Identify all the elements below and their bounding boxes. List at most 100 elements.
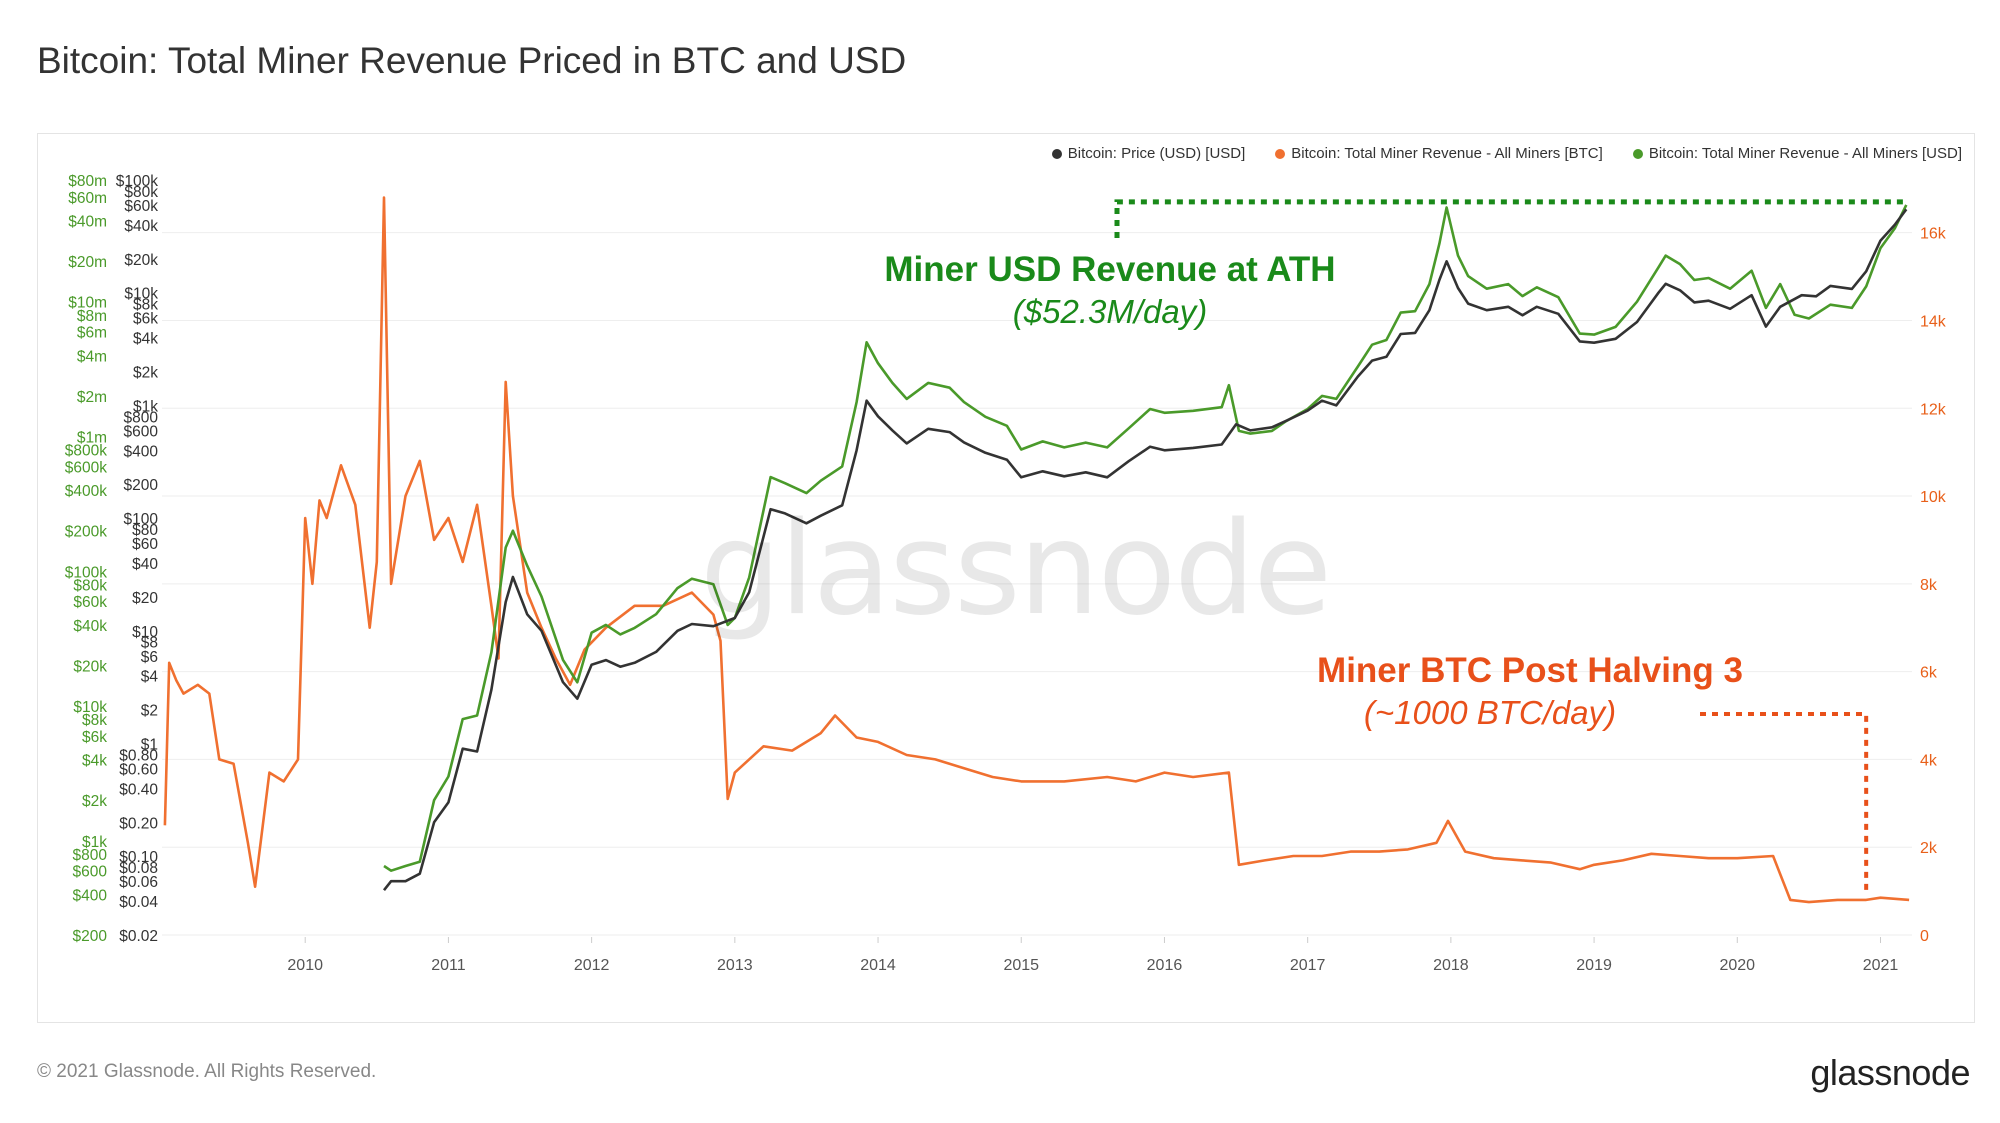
btc-axis-tick-label: 14k	[1920, 313, 1947, 330]
price-axis-tick-label: $80	[132, 522, 158, 539]
price-axis-tick-label: $100	[124, 511, 159, 528]
x-tick-label: 2020	[1719, 957, 1755, 974]
price-axis-tick-label: $6k	[133, 311, 158, 328]
page-title: Bitcoin: Total Miner Revenue Priced in B…	[37, 40, 907, 81]
x-tick-label: 2018	[1433, 957, 1469, 974]
legend-item-price[interactable]: Bitcoin: Price (USD) [USD]	[1051, 145, 1246, 162]
price-axis-tick-label: $0.02	[119, 928, 158, 945]
price-axis-tick-label: $8k	[133, 297, 158, 314]
usd-axis-tick-label: $80k	[73, 577, 107, 594]
usd-ath-guide-line	[1114, 199, 1907, 238]
price-axis-tick-label: $60k	[124, 198, 158, 215]
usd-axis-tick-label: $800k	[65, 443, 107, 460]
price-axis-tick-label: $0.40	[119, 781, 158, 798]
legend-label-price: Bitcoin: Price (USD) [USD]	[1067, 145, 1246, 162]
price-axis-tick-label: $1	[141, 737, 158, 754]
usd-axis-tick-label: $20m	[68, 254, 107, 271]
legend-dot-price	[1051, 148, 1062, 159]
price-axis-tick-label: $2	[141, 703, 158, 720]
x-tick-label: 2010	[287, 957, 323, 974]
legend-label-usd: Bitcoin: Total Miner Revenue - All Miner…	[1648, 145, 1962, 162]
legend-item-btc[interactable]: Bitcoin: Total Miner Revenue - All Miner…	[1275, 145, 1603, 162]
price-axis-tick-label: $4	[141, 669, 159, 686]
x-tick-label: 2019	[1576, 957, 1612, 974]
usd-axis-tick-label: $10k	[73, 699, 107, 716]
usd-axis-tick-label: $800	[73, 847, 108, 864]
usd-axis-tick-label: $600	[73, 864, 108, 881]
x-tick-label: 2015	[1003, 957, 1039, 974]
price-axis-tick-label: $1k	[133, 398, 158, 415]
price-axis-tick-label: $40	[132, 556, 158, 573]
price-axis-tick-label: $0.60	[119, 762, 158, 779]
chart-frame	[37, 133, 1975, 1023]
btc-axis-tick-label: 12k	[1920, 401, 1947, 418]
usd-axis-tick-label: $40k	[73, 618, 107, 635]
usd-axis-tick-label: $8k	[82, 712, 107, 729]
usd-axis-tick-label: $40m	[68, 214, 107, 231]
usd-axis-tick-label: $20k	[73, 658, 107, 675]
x-tick-label: 2012	[574, 957, 610, 974]
usd-axis-tick-label: $1m	[77, 429, 107, 446]
usd-axis-tick-label: $100k	[65, 564, 107, 581]
btc-axis-tick-label: 8k	[1920, 577, 1938, 594]
price-axis-tick-label: $6	[141, 649, 158, 666]
price-axis-tick-label: $800	[124, 409, 159, 426]
price-axis-tick-label: $2k	[133, 364, 158, 381]
price-axis-tick-label: $400	[124, 443, 159, 460]
legend-item-usd[interactable]: Bitcoin: Total Miner Revenue - All Miner…	[1632, 145, 1962, 162]
usd-axis-tick-label: $200k	[65, 524, 107, 541]
usd-axis-tick-label: $600k	[65, 459, 107, 476]
usd-axis-tick-label: $2k	[82, 793, 107, 810]
price-series-line[interactable]	[382, 208, 1908, 892]
price-axis-tick-label: $40k	[124, 218, 158, 235]
usd-axis-tick-label: $200	[73, 928, 108, 945]
btc-axis-tick-label: 4k	[1920, 752, 1938, 769]
price-axis-tick-label: $20k	[124, 252, 158, 269]
price-axis-tick-label: $0.08	[119, 860, 158, 877]
btc-halving-annotation-title: Miner BTC Post Halving 3	[1317, 651, 1743, 690]
x-tick-label: 2013	[717, 957, 753, 974]
price-axis-tick-label: $100k	[116, 173, 158, 190]
price-axis-tick-label: $10k	[124, 286, 158, 303]
chart-legend: Bitcoin: Price (USD) [USD] Bitcoin: Tota…	[1051, 145, 1962, 162]
x-tick-label: 2017	[1290, 957, 1326, 974]
price-axis-tick-label: $200	[124, 477, 159, 494]
price-axis-tick-label: $0.04	[119, 894, 158, 911]
btc-axis-tick-label: 0	[1920, 928, 1929, 945]
price-axis-tick-label: $0.20	[119, 815, 158, 832]
usd-axis-tick-label: $6k	[82, 729, 107, 746]
usd-revenue-series-line[interactable]	[383, 204, 1908, 872]
btc-halving-guide-line	[1700, 712, 1869, 896]
x-tick-label: 2021	[1863, 957, 1899, 974]
btc-axis-tick-label: 2k	[1920, 840, 1938, 857]
price-axis-tick-label: $0.10	[119, 849, 158, 866]
x-tick-label: 2016	[1147, 957, 1183, 974]
usd-axis-tick-label: $60k	[73, 594, 107, 611]
price-axis-tick-label: $4k	[133, 331, 158, 348]
price-axis-tick-label: $10	[132, 624, 158, 641]
btc-halving-annotation-sub: (~1000 BTC/day)	[1363, 694, 1617, 731]
btc-axis-tick-label: 6k	[1920, 665, 1938, 682]
btc-axis-tick-label: 16k	[1920, 226, 1947, 243]
usd-axis-tick-label: $400	[73, 887, 108, 904]
legend-dot-btc	[1275, 148, 1286, 159]
price-axis-tick-label: $80k	[124, 184, 158, 201]
price-axis-tick-label: $0.06	[119, 874, 158, 891]
usd-axis-tick-label: $60m	[68, 190, 107, 207]
usd-axis-tick-label: $6m	[77, 325, 107, 342]
usd-axis-tick-label: $400k	[65, 483, 107, 500]
x-tick-label: 2014	[860, 957, 896, 974]
usd-ath-annotation-sub: ($52.3M/day)	[1012, 293, 1208, 330]
price-axis-tick-label: $60	[132, 536, 158, 553]
usd-axis-tick-label: $8m	[77, 308, 107, 325]
copyright: © 2021 Glassnode. All Rights Reserved.	[37, 1061, 377, 1082]
legend-dot-usd	[1632, 148, 1643, 159]
glassnode-logo: glassnode	[1810, 1052, 1970, 1093]
usd-ath-annotation-title: Miner USD Revenue at ATH	[884, 250, 1336, 289]
usd-axis-tick-label: $10m	[68, 295, 107, 312]
usd-axis-tick-label: $1k	[82, 834, 107, 851]
btc-axis-tick-label: 10k	[1920, 489, 1947, 506]
x-tick-label: 2011	[431, 957, 466, 974]
btc-revenue-series-line[interactable]	[163, 196, 1910, 904]
usd-axis-tick-label: $80m	[68, 173, 107, 190]
